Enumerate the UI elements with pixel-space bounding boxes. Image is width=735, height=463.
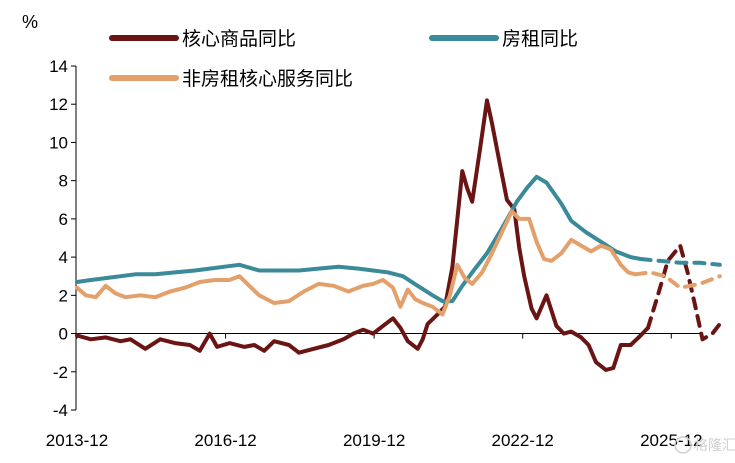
y-axis-unit: % bbox=[22, 12, 38, 32]
legend-label: 房租同比 bbox=[502, 28, 578, 50]
legend-label: 非房租核心服务同比 bbox=[182, 68, 353, 90]
y-tick-label: -4 bbox=[53, 401, 68, 420]
y-tick-label: 6 bbox=[59, 210, 68, 229]
y-tick-label: 4 bbox=[59, 248, 68, 267]
watermark-text: 格隆汇 bbox=[694, 438, 735, 454]
watermark-logo-icon bbox=[674, 436, 692, 454]
y-tick-label: 10 bbox=[49, 133, 68, 152]
series-line bbox=[75, 209, 638, 317]
y-tick-label: 14 bbox=[49, 57, 68, 76]
x-tick-label: 2019-12 bbox=[343, 431, 405, 450]
series-line-projection bbox=[646, 243, 722, 342]
legend-item: 核心商品同比 bbox=[109, 28, 296, 50]
y-axis: -4 -2 0 2 4 6 8 10 12 14 bbox=[49, 57, 77, 420]
series-line bbox=[75, 98, 650, 372]
series-line-projection bbox=[638, 257, 722, 267]
x-tick-label: 2025-12 bbox=[640, 431, 702, 450]
series-line bbox=[75, 174, 643, 304]
x-tick-label: 2022-12 bbox=[492, 431, 554, 450]
y-tick-label: 2 bbox=[59, 286, 68, 305]
series-line-projection bbox=[633, 270, 722, 290]
x-tick-label: 2016-12 bbox=[194, 431, 256, 450]
x-tick-label: 2013-12 bbox=[46, 431, 108, 450]
legend-label: 核心商品同比 bbox=[182, 28, 296, 50]
series-layer bbox=[75, 98, 722, 372]
y-tick-label: 0 bbox=[59, 325, 68, 344]
y-tick-label: 8 bbox=[59, 172, 68, 191]
y-tick-label: -2 bbox=[53, 363, 68, 382]
y-tick-label: 12 bbox=[49, 95, 68, 114]
x-axis: 2013-12 2016-12 2019-12 2022-12 2025-12 bbox=[46, 333, 702, 450]
watermark: 格隆汇 bbox=[674, 436, 735, 454]
legend-item: 房租同比 bbox=[429, 28, 578, 50]
legend-item: 非房租核心服务同比 bbox=[109, 68, 353, 90]
